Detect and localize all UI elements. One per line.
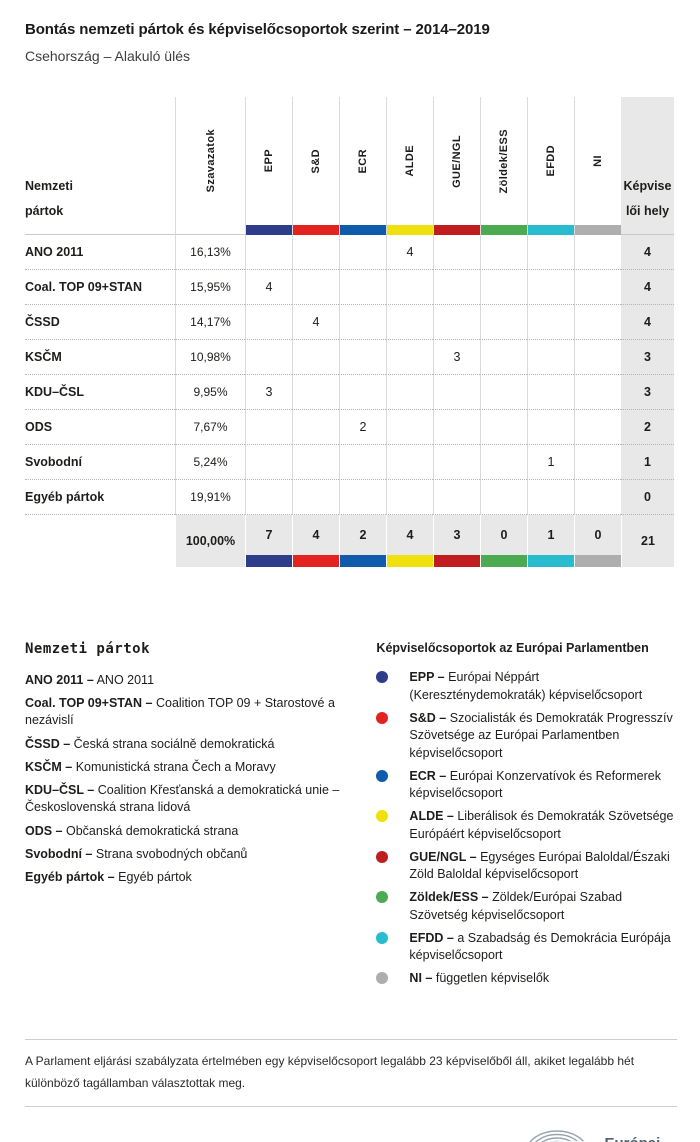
sd-total-bar (293, 555, 339, 567)
parliament-hemicycle-icon (530, 1130, 590, 1142)
list-item: Zöldek/ESS – Zöldek/Európai Szabad Szöve… (376, 889, 677, 924)
list-item: ODS – Občanská demokratická strana (25, 823, 239, 838)
footnote-text: A Parlament eljárási szabályzata értelmé… (25, 1054, 635, 1091)
party-name: Svobodní (25, 445, 175, 480)
list-item: KDU–ČSL – Coalition Křesťanská a demokra… (25, 783, 340, 815)
greens-legend-dot-icon (376, 891, 389, 903)
header-votes: Szavazatok (175, 97, 245, 225)
ecr-total-bar (340, 555, 386, 567)
seats-total: 2 (621, 410, 674, 445)
header-group-greens: Zöldek/ESS (480, 97, 527, 225)
header-national-parties: Nemzeti pártok (25, 179, 73, 218)
ni-color-bar (575, 225, 621, 235)
votes-share: 14,17% (175, 305, 245, 340)
sd-legend-dot-icon (376, 711, 389, 724)
votes-share: 19,91% (175, 480, 245, 515)
alde-total-bar (387, 555, 433, 567)
guengl-color-bar (434, 225, 480, 235)
list-item: EFDD – a Szabadság és Demokrácia Európáj… (376, 930, 677, 965)
ecr-color-bar (340, 225, 386, 235)
header-group-guengl: GUE/NGL (433, 97, 480, 225)
party-name: Coal. TOP 09+STAN (25, 270, 175, 305)
party-name: ODS (25, 410, 175, 445)
seats-total: 4 (621, 305, 674, 340)
party-name: ČSSD (25, 305, 175, 340)
list-item: KSČM – Komunistická strana Čech a Moravy (25, 760, 276, 774)
votes-share: 16,13% (175, 235, 245, 270)
votes-share: 10,98% (175, 340, 245, 375)
legend-section: Nemzeti pártok ANO 2011 – ANO 2011 Coal.… (25, 641, 677, 993)
logo-wordmark: Európai Parlament (604, 1135, 677, 1142)
results-table: Nemzeti pártok Szavazatok EPP S&D ECR ALD… (25, 97, 677, 567)
header-group-ecr: ECR (339, 97, 386, 225)
footnote-section: A Parlament eljárási szabályzata értelmé… (25, 1039, 677, 1108)
list-item: ANO 2011 – ANO 2011 (25, 673, 155, 687)
greens-total-bar (481, 555, 527, 567)
list-item: ČSSD – Česká strana sociálně demokratick… (25, 736, 275, 751)
epp-legend-dot-icon (376, 671, 389, 683)
seats-total: 1 (621, 445, 674, 480)
seats-total: 4 (621, 270, 674, 305)
seats-total: 3 (621, 340, 674, 375)
efdd-legend-dot-icon (376, 931, 389, 944)
list-item: S&D – Szocialisták és Demokraták Progres… (376, 710, 677, 763)
party-name: Egyéb pártok (25, 480, 175, 515)
european-parliament-logo: Európai Parlament (524, 1129, 677, 1142)
alde-color-bar (387, 225, 433, 235)
footer: Forrás: Európai Parlament (25, 1129, 677, 1142)
ecr-legend-dot-icon (376, 769, 389, 782)
header-group-sd: S&D (292, 97, 339, 225)
list-item: ECR – Európai Konzervatívok és Reformere… (376, 768, 677, 803)
header-group-alde: ALDE (386, 97, 433, 225)
seats-total: 4 (621, 235, 674, 270)
divider (25, 1039, 677, 1040)
list-item: EPP – Európai Néppárt (Kereszténydemokra… (376, 669, 677, 704)
national-parties-legend: Nemzeti pártok ANO 2011 – ANO 2011 Coal.… (25, 641, 356, 993)
list-item: GUE/NGL – Egységes Európai Baloldal/Észa… (376, 849, 677, 884)
list-item: ALDE – Liberálisok és Demokraták Szövets… (376, 808, 677, 843)
page-subtitle: Csehország – Alakuló ülés (25, 48, 190, 64)
header-group-ni: NI (574, 97, 621, 225)
efdd-total-bar (528, 555, 574, 567)
alde-legend-dot-icon (376, 810, 389, 822)
national-parties-legend-heading: Nemzeti pártok (25, 641, 151, 657)
total-seats: 21 (621, 515, 674, 567)
votes-share: 15,95% (175, 270, 245, 305)
header-group-efdd: EFDD (527, 97, 574, 225)
divider (25, 1106, 677, 1108)
epp-color-bar (246, 225, 292, 235)
page-title: Bontás nemzeti pártok és képviselőcsopor… (25, 21, 490, 38)
votes-share: 5,24% (175, 445, 245, 480)
ni-total-bar (575, 555, 621, 567)
epp-total-bar (246, 555, 292, 567)
votes-share: 9,95% (175, 375, 245, 410)
header-seats: Képvise lői hely (621, 97, 674, 225)
political-groups-legend: Képviselőcsoportok az Európai Parlamentb… (376, 641, 677, 993)
list-item: Svobodní – Strana svobodných občanů (25, 847, 248, 861)
seats-total: 3 (621, 375, 674, 410)
list-item: NI – független képviselők (376, 970, 677, 988)
ni-legend-dot-icon (376, 972, 389, 984)
total-votes: 100,00% (175, 515, 245, 567)
efdd-color-bar (528, 225, 574, 235)
party-name: ANO 2011 (25, 235, 175, 270)
header-group-epp: EPP (245, 97, 292, 225)
party-name: KDU–ČSL (25, 375, 175, 410)
guengl-total-bar (434, 555, 480, 567)
greens-color-bar (481, 225, 527, 235)
votes-share: 7,67% (175, 410, 245, 445)
political-groups-legend-heading: Képviselőcsoportok az Európai Parlamentb… (376, 641, 649, 655)
party-name: KSČM (25, 340, 175, 375)
seats-total: 0 (621, 480, 674, 515)
sd-color-bar (293, 225, 339, 235)
list-item: Egyéb pártok – Egyéb pártok (25, 870, 192, 885)
guengl-legend-dot-icon (376, 850, 389, 863)
list-item: Coal. TOP 09+STAN – Coalition TOP 09 + S… (25, 696, 335, 728)
